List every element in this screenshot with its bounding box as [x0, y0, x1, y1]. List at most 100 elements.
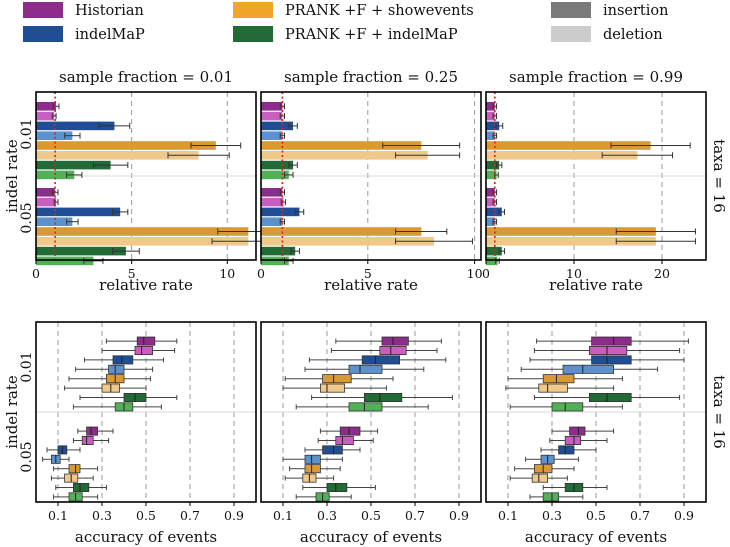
- box: [569, 426, 586, 436]
- x-axis-label: accuracy of events: [525, 528, 667, 546]
- tick-label-3: 0.7: [630, 508, 650, 523]
- tick-label-2: 0.5: [136, 508, 156, 523]
- box: [363, 392, 403, 402]
- legend-label-0: Historian: [75, 3, 144, 19]
- group-label-0: 0.01: [19, 118, 35, 149]
- bar: [486, 141, 651, 150]
- bar: [261, 256, 289, 266]
- bar: [36, 188, 56, 197]
- box: [322, 445, 343, 455]
- side-label: taxa = 16: [710, 375, 728, 449]
- bar: [261, 160, 294, 170]
- bar: [261, 246, 296, 256]
- bar: [486, 170, 497, 180]
- bar: [261, 151, 428, 160]
- box: [322, 374, 352, 384]
- bar: [486, 151, 638, 160]
- bar: [36, 207, 121, 217]
- panel-frame: [485, 91, 707, 261]
- box: [112, 355, 134, 365]
- y-axis-label: indel rate: [3, 375, 21, 449]
- box: [134, 345, 154, 355]
- tick-label-0: 0: [257, 266, 265, 281]
- bar: [36, 111, 55, 121]
- bar: [36, 246, 126, 256]
- panel-frame: [35, 91, 257, 261]
- x-axis-label: relative rate: [324, 276, 418, 294]
- tick-label-3: 0.7: [180, 508, 200, 523]
- bar: [36, 197, 57, 207]
- tick-label-2: 10: [467, 266, 483, 281]
- box: [531, 473, 549, 483]
- panel-frame: [260, 91, 482, 261]
- legend-label-4: insertion: [603, 3, 668, 19]
- group-label-0: 0.01: [19, 351, 35, 382]
- panel-3: 0.1 0.3 0.5 0.7 0.9 accuracy of events indel r…: [3, 321, 257, 546]
- tick-label-2: 0.5: [361, 508, 381, 523]
- box: [542, 374, 575, 384]
- box: [136, 336, 156, 346]
- bar: [36, 102, 57, 111]
- box: [348, 402, 383, 412]
- bar: [261, 217, 283, 226]
- group-label-1: 0.05: [19, 441, 35, 472]
- tick-label-1: 10: [566, 266, 582, 281]
- bar: [486, 102, 495, 111]
- tick-label-4: 0.9: [224, 508, 244, 523]
- bar: [261, 102, 283, 111]
- box: [339, 426, 361, 436]
- box: [379, 345, 407, 355]
- box: [348, 364, 383, 374]
- bar: [486, 217, 495, 226]
- bar: [36, 151, 199, 160]
- bar: [486, 188, 495, 197]
- tick-label-2: 10: [219, 266, 235, 281]
- x-axis-label: accuracy of events: [75, 528, 217, 546]
- panel-title: sample fraction = 0.25: [284, 68, 458, 86]
- legend-label-2: PRANK +F + showevents: [285, 3, 474, 19]
- legend-swatch-0: [23, 2, 63, 18]
- bar: [261, 237, 435, 246]
- legend-swatch-4: [551, 2, 591, 18]
- tick-label-3: 0.7: [405, 508, 425, 523]
- legend-label-1: indelMaP: [75, 27, 145, 43]
- panel-2: 0 10 20 relative rate sample fraction = 0.99…: [482, 68, 728, 294]
- box: [551, 402, 584, 412]
- tick-label-0: 0.1: [48, 508, 68, 523]
- legend-swatch-2: [233, 2, 273, 18]
- panel-0: 0 5 10 relative rate sample fraction = 0.01 i…: [3, 68, 286, 294]
- bar: [261, 111, 283, 121]
- bar: [486, 256, 498, 266]
- box: [86, 426, 98, 436]
- box: [304, 464, 321, 474]
- box: [361, 355, 401, 365]
- bar: [261, 131, 283, 140]
- bar: [36, 141, 216, 150]
- x-axis-label: relative rate: [549, 276, 643, 294]
- tick-label-2: 0.5: [586, 508, 606, 523]
- bar: [261, 207, 300, 217]
- x-axis-label: relative rate: [99, 276, 193, 294]
- box: [326, 482, 348, 492]
- box: [304, 454, 321, 464]
- panel-title: sample fraction = 0.99: [509, 68, 683, 86]
- y-axis-label: indel rate: [3, 139, 21, 213]
- bar: [486, 121, 500, 131]
- tick-label-1: 5: [364, 266, 372, 281]
- panel-5: 0.1 0.3 0.5 0.7 0.9 accuracy of events taxa = …: [485, 321, 728, 546]
- box: [73, 482, 90, 492]
- box: [562, 364, 614, 374]
- tick-label-2: 20: [654, 266, 670, 281]
- bar: [261, 141, 422, 150]
- x-axis-label: accuracy of events: [300, 528, 442, 546]
- tick-label-1: 0.3: [317, 508, 337, 523]
- box: [108, 364, 125, 374]
- bar: [261, 121, 294, 131]
- bar: [486, 160, 500, 170]
- tick-label-0: 0.1: [273, 508, 293, 523]
- box: [558, 445, 575, 455]
- bar: [486, 246, 502, 256]
- bar: [486, 227, 656, 236]
